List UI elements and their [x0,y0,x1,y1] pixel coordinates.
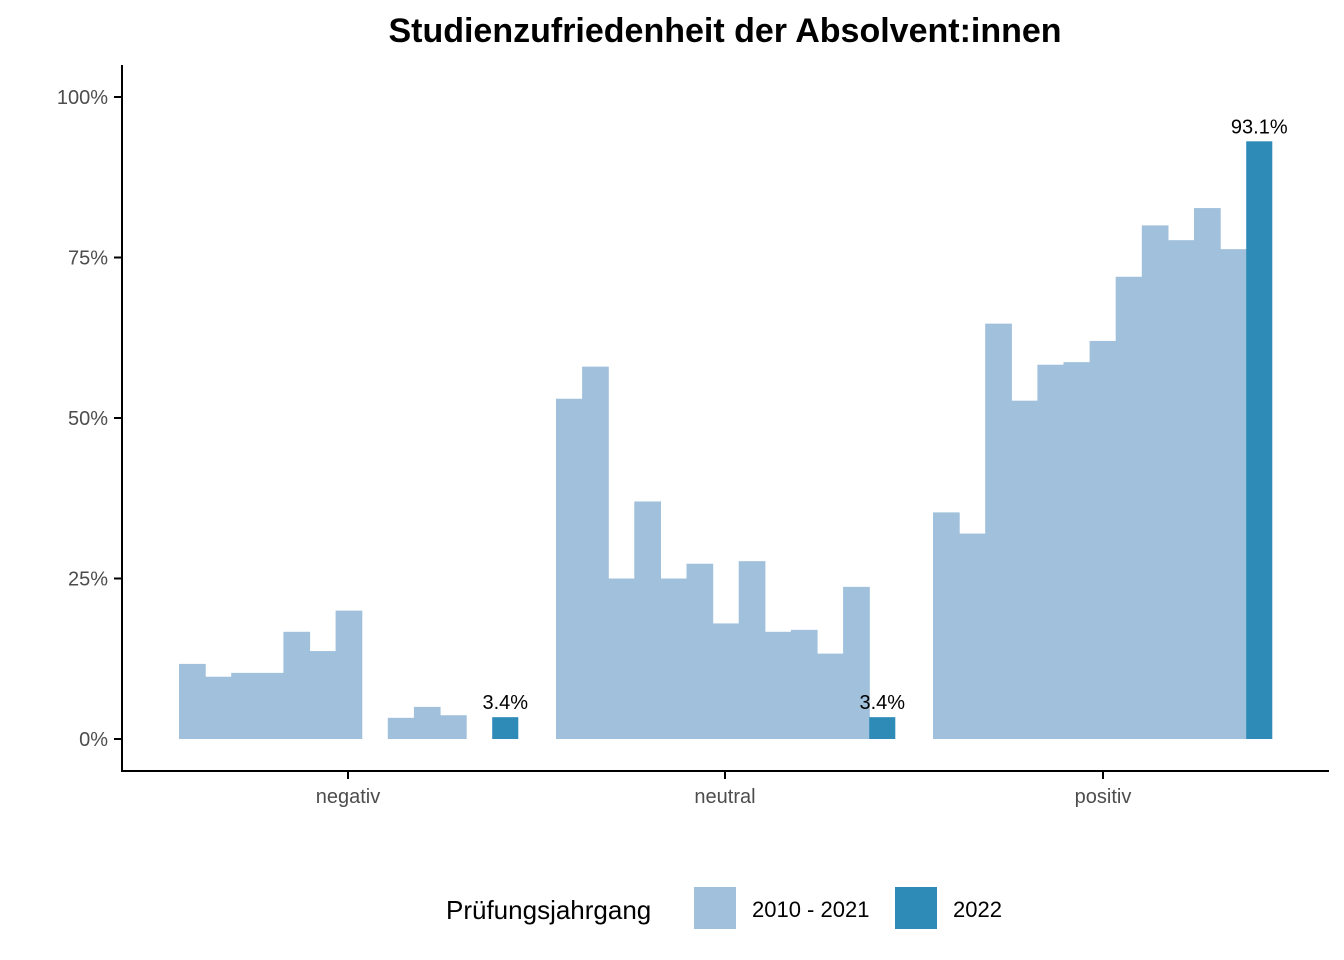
x-tick-label-positiv: positiv [1075,786,1132,808]
y-tick-label: 50% [68,408,108,430]
bar-neutral-2010-2021-10 [790,629,818,739]
bar-neutral-2010-2021-12 [843,586,870,739]
bar-positiv-2010-2021-7 [1089,340,1117,739]
bar-positiv-2010-2021-3 [985,323,1012,739]
bar-positiv-2010-2021-6 [1063,362,1091,739]
bar-neutral-2010-2021-8 [738,561,766,739]
bar-negativ-2010-2021-3 [231,672,258,739]
bar-neutral-2010-2021-9 [764,631,792,739]
bar-neutral-2010-2021-11 [817,653,844,739]
legend-swatch-2022 [895,887,937,929]
bar-positiv-2010-2021-1 [933,512,960,739]
bar-positiv-2010-2021-2 [959,533,986,739]
x-tick-label-negativ: negativ [316,786,381,808]
bar-negativ-2010-2021-11 [440,715,467,739]
bar-positiv-2010-2021-11 [1194,208,1221,739]
data-label-negativ-2022: 3.4% [482,692,528,714]
bar-negativ-2010-2021-4 [257,672,284,739]
bar-positiv-2010-2021-8 [1115,276,1143,739]
data-label-positiv-2022: 93.1% [1231,116,1288,138]
bar-neutral-2010-2021-5 [660,578,688,739]
bar-positiv-2010-2021-4 [1011,400,1038,739]
bar-negativ-2010-2021-2 [205,676,232,739]
bar-neutral-2010-2021-2 [582,366,609,739]
x-tick-label-neutral: neutral [694,786,755,808]
bar-negativ-2010-2021-1 [179,663,206,739]
bar-negativ-2010-2021-7 [335,610,363,739]
bar-positiv-2010-2021-9 [1141,225,1169,739]
bar-positiv-2010-2021-12 [1220,249,1247,739]
bar-positiv-2010-2021-10 [1167,240,1195,740]
legend-title: Prüfungsjahrgang [446,895,651,925]
legend-swatch-2010-2021 [694,887,736,929]
legend-label-2022: 2022 [953,897,1002,922]
bar-negativ-2010-2021-6 [309,651,337,739]
bar-neutral-2022 [869,717,896,739]
x-ticks: negativ neutral positiv [316,771,1132,808]
bar-neutral-2010-2021-3 [608,578,635,739]
legend: Prüfungsjahrgang 2010 - 2021 2022 [446,887,1002,929]
bars [179,141,1273,740]
y-ticks: 0% 25% 50% 75% 100% [57,87,122,751]
y-tick-label: 75% [68,248,108,270]
y-tick-label: 100% [57,87,108,109]
bar-negativ-2010-2021-9 [387,717,415,739]
y-tick-label: 0% [79,729,108,751]
data-label-neutral-2022: 3.4% [859,692,905,714]
data-labels: 3.4% 3.4% 93.1% [482,116,1287,714]
bar-neutral-2010-2021-1 [556,398,583,739]
bar-neutral-2010-2021-6 [686,563,714,739]
bar-negativ-2010-2021-5 [283,631,311,739]
chart-title: Studienzufriedenheit der Absolvent:innen [388,12,1061,50]
bar-neutral-2010-2021-4 [634,501,661,739]
bar-neutral-2010-2021-7 [712,623,740,739]
bar-positiv-2010-2021-5 [1037,364,1065,739]
bar-positiv-2022 [1246,141,1273,740]
bar-negativ-2010-2021-10 [413,706,441,739]
bar-negativ-2022 [492,717,519,739]
legend-label-2010-2021: 2010 - 2021 [752,897,869,922]
y-tick-label: 25% [68,569,108,591]
